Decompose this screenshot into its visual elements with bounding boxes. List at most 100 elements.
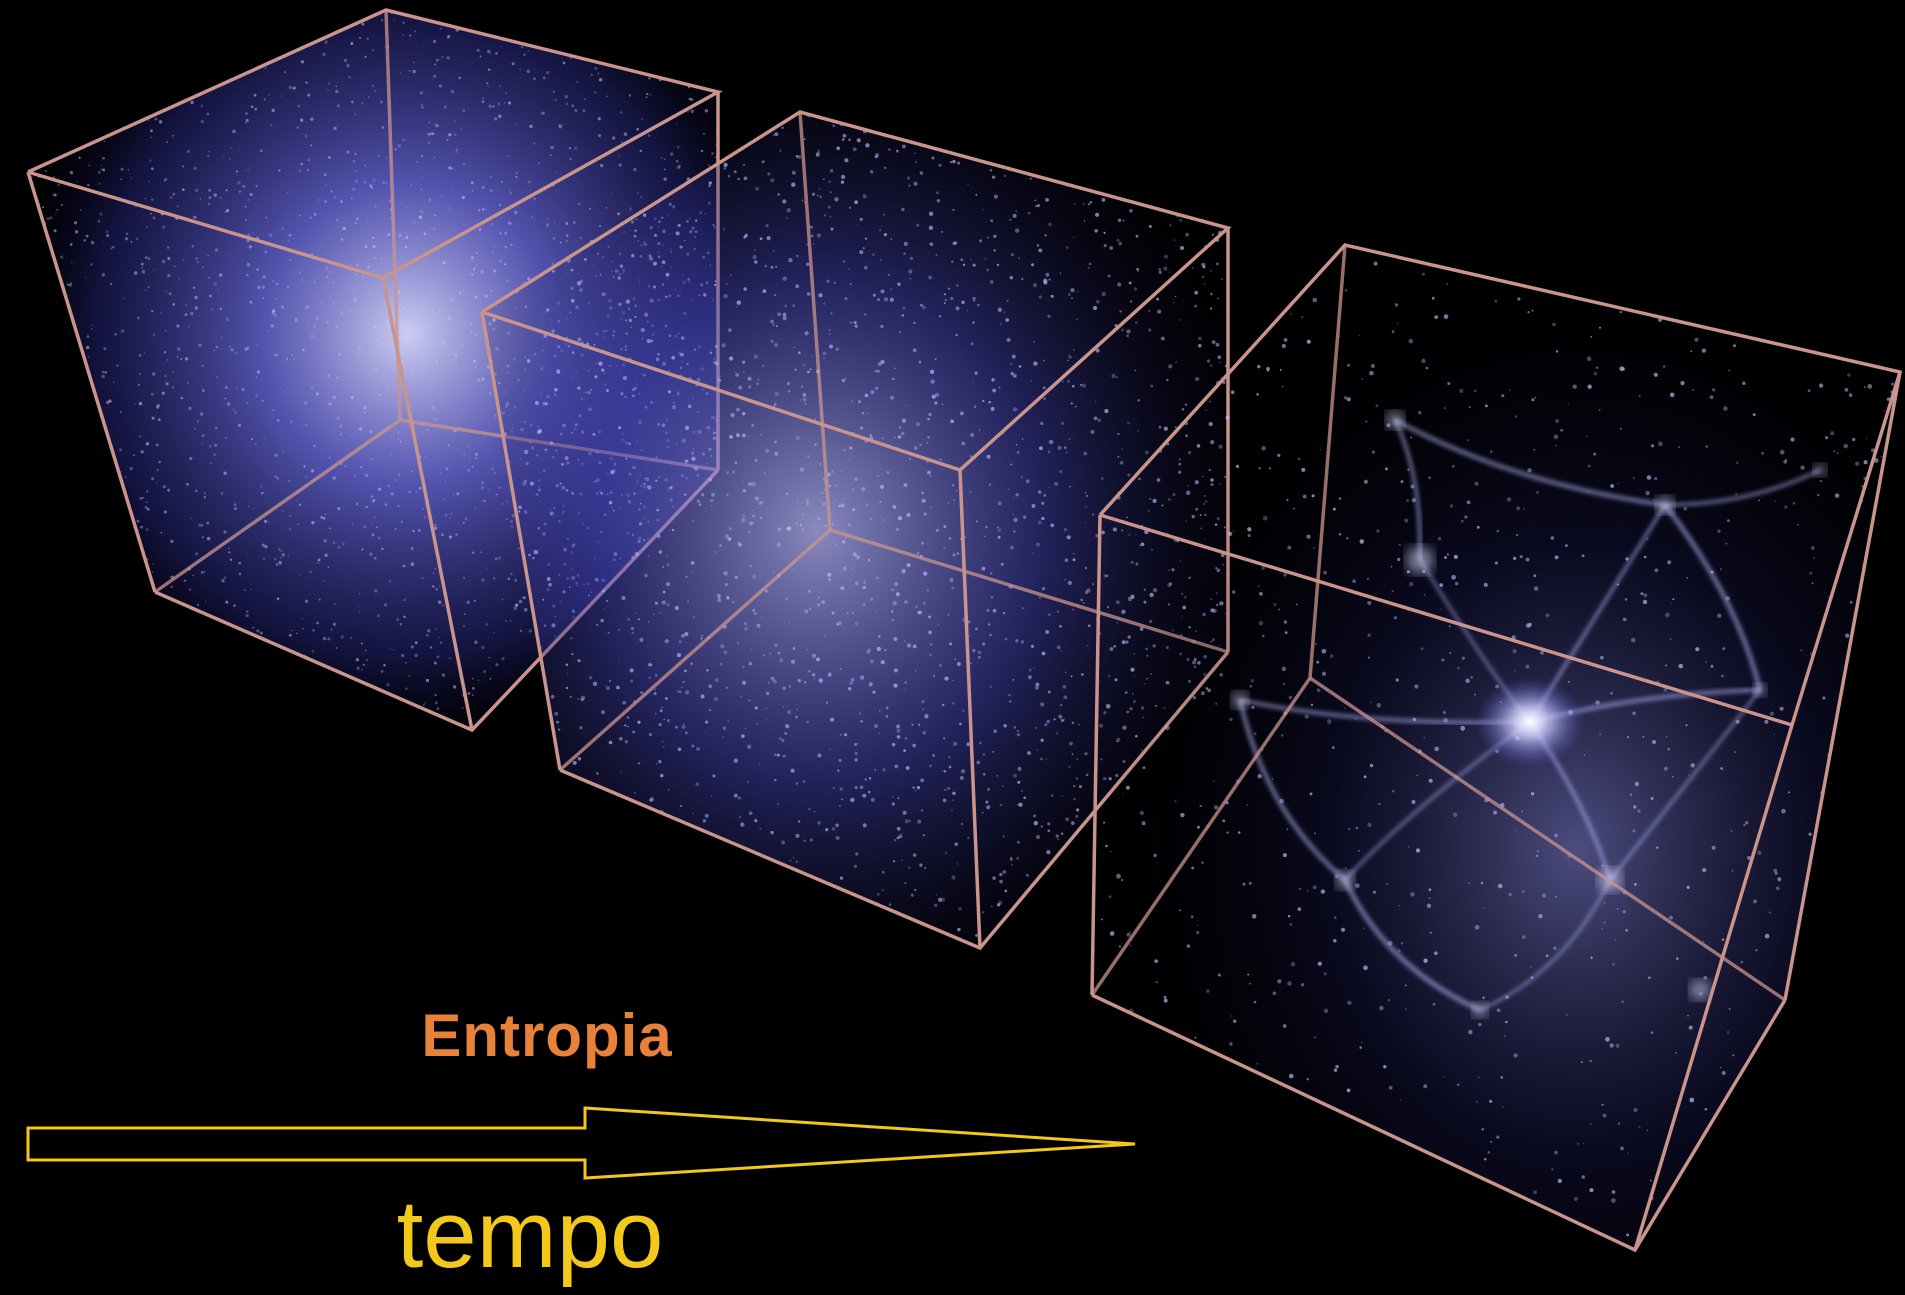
particle [781,739,785,742]
particle [1092,305,1098,311]
particle [843,260,845,263]
particle [426,628,431,633]
particle [748,385,752,389]
particle [836,622,839,626]
particle [372,179,376,182]
particle [1020,640,1025,644]
particle [570,298,575,303]
particle [151,571,154,573]
particle [893,838,897,842]
particle [906,512,911,517]
particle [1266,367,1270,371]
particle [981,566,986,571]
particle [409,34,412,37]
particle [451,186,454,188]
particle [923,512,927,516]
particle [1391,789,1395,793]
particle [647,555,650,558]
particle [559,482,562,485]
particle [786,208,791,213]
particle [577,386,581,390]
particle [293,357,295,360]
particle [831,827,836,831]
particle [387,484,390,487]
particle [438,309,441,312]
particle [1340,927,1346,932]
particle [901,144,906,149]
particle [1050,523,1055,528]
particle [869,170,874,174]
particle [1373,261,1378,266]
particle [1603,902,1606,904]
particle [336,218,339,222]
particle [921,700,925,704]
particle [1278,608,1281,611]
particle [906,176,911,180]
particle [1476,1100,1478,1103]
particle [1048,613,1051,616]
particle [200,104,204,108]
particle [1075,318,1078,321]
particle [1025,873,1029,877]
particle [998,386,1001,389]
particle [1638,1126,1641,1129]
particle [859,250,864,255]
particle [350,42,354,45]
particle [937,897,943,902]
particle [1553,946,1557,951]
particle [1073,797,1076,801]
particle [200,119,205,124]
particle [1128,281,1132,285]
particle [803,138,806,141]
particle [229,558,233,562]
particle [593,91,597,94]
particle [618,659,620,661]
particle [765,707,768,710]
particle [492,269,497,273]
particle [634,229,637,232]
particle [661,706,663,709]
particle [595,275,597,277]
particle [405,661,407,664]
particle [1130,667,1135,672]
particle [1028,212,1031,215]
particle [335,85,338,88]
particle [732,601,735,604]
particle [841,540,846,544]
particle [441,673,446,677]
particle [829,215,832,218]
particle [1048,278,1051,281]
particle [649,93,652,96]
particle [1072,384,1075,388]
particle [457,245,459,247]
particle [1512,649,1517,654]
particle [1810,546,1815,550]
particle [1134,321,1138,324]
particle [853,321,857,325]
particle [337,545,341,549]
particle [1109,246,1114,250]
particle [611,136,616,140]
particle [71,261,73,264]
particle [712,223,715,227]
particle [610,470,615,475]
particle [396,96,398,99]
particle [183,579,187,582]
particle [590,388,593,391]
particle [302,627,304,630]
particle [897,282,901,286]
particle [609,679,611,682]
particle [481,100,485,104]
particle [781,840,786,845]
particle [287,554,290,557]
particle [1047,450,1051,453]
particle [655,456,658,459]
particle [411,372,414,375]
particle [827,572,832,577]
particle [1013,517,1018,523]
particle [807,370,810,374]
particle [1434,951,1438,955]
particle [596,772,599,775]
particle [1247,973,1250,976]
particle [1071,608,1075,611]
